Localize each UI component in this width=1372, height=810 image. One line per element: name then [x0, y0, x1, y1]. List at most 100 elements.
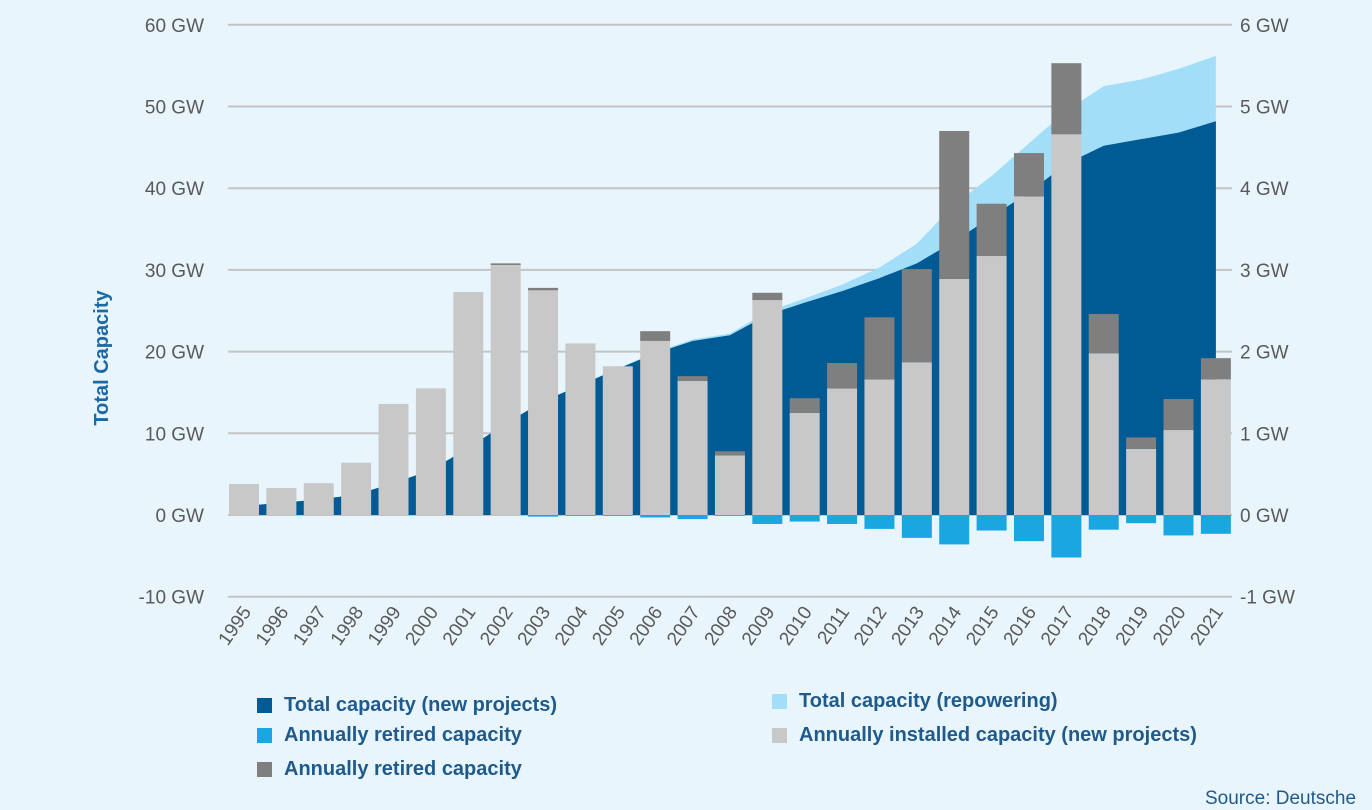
x-tick-label: 2021: [1187, 603, 1228, 650]
left-tick-label: 40 GW: [145, 179, 204, 200]
bar-installed: [864, 379, 895, 515]
legend-item-installed: Annually installed capacity (new project…: [772, 724, 1197, 747]
x-tick-label: 2003: [514, 603, 555, 650]
bar-retired-stacked: [1088, 314, 1119, 354]
left-tick-label: -10 GW: [139, 588, 205, 609]
bar-retired-stacked: [1051, 63, 1082, 135]
right-tick-label: 6 GW: [1240, 16, 1289, 37]
right-tick-label: 0 GW: [1240, 506, 1289, 527]
bar-installed: [1163, 430, 1194, 515]
x-tick-label: 2004: [551, 602, 593, 649]
bar-retired: [602, 515, 633, 516]
bar-retired: [565, 515, 596, 516]
left-tick-label: 50 GW: [145, 98, 204, 119]
bar-retired: [976, 515, 1007, 531]
right-tick-label: 3 GW: [1240, 261, 1289, 282]
bar-retired-stacked: [1013, 153, 1044, 197]
legend-label: Annually retired capacity: [284, 724, 522, 746]
right-tick-label: 5 GW: [1240, 98, 1289, 119]
bar-retired-stacked: [752, 292, 783, 301]
x-tick-label: 2005: [588, 603, 629, 650]
y-axis-label: Total Capacity: [91, 290, 113, 426]
bar-installed: [490, 264, 521, 515]
x-tick-label: 2002: [476, 603, 517, 650]
x-tick-label: 2012: [850, 603, 891, 650]
bar-installed: [378, 403, 409, 515]
bar-retired-stacked: [1200, 358, 1231, 380]
x-tick-label: 1996: [252, 603, 293, 650]
x-tick-label: 2015: [962, 603, 1003, 650]
bar-installed: [677, 381, 708, 515]
x-tick-label: 2020: [1149, 603, 1190, 650]
legend-swatch: [257, 698, 272, 713]
bar-installed: [752, 300, 783, 515]
x-tick-label: 2001: [439, 603, 480, 650]
x-tick-label: 1999: [364, 603, 405, 650]
bar-retired-stacked: [714, 451, 745, 456]
x-tick-label: 2017: [1037, 603, 1078, 650]
bar-retired: [714, 515, 745, 516]
left-tick-label: 0 GW: [155, 506, 204, 527]
legend-label: Annually installed capacity (new project…: [799, 724, 1197, 746]
legend-swatch: [257, 728, 272, 743]
bar-installed: [640, 340, 671, 515]
bar-installed: [1013, 196, 1044, 515]
x-tick-label: 2011: [814, 603, 855, 649]
bar-installed: [1051, 134, 1082, 515]
x-tick-label: 2008: [701, 603, 742, 650]
source-note: Source: Deutsche: [1205, 788, 1357, 809]
x-tick-label: 2006: [626, 603, 667, 650]
legend-swatch: [772, 728, 787, 743]
x-tick-label: 2018: [1074, 603, 1115, 650]
bar-installed: [229, 483, 259, 515]
legend-label: Total capacity (repowering): [799, 690, 1058, 712]
bar-retired-stacked: [1163, 398, 1194, 431]
bar-installed: [1126, 448, 1157, 515]
bar-retired: [789, 515, 820, 522]
bar-retired: [939, 515, 970, 545]
area-total-new-projects: [244, 121, 1216, 516]
bar-installed: [1200, 379, 1231, 515]
bar-retired: [901, 515, 932, 538]
bar-retired-stacked: [789, 398, 820, 413]
bar-retired: [528, 515, 559, 517]
x-tick-label: 2013: [887, 603, 928, 650]
bar-retired-stacked: [490, 263, 521, 265]
legend-swatch: [772, 694, 787, 709]
left-tick-label: 60 GW: [145, 16, 204, 37]
bar-installed: [714, 455, 745, 515]
x-tick-label: 1997: [289, 603, 330, 650]
bar-retired: [1051, 515, 1082, 558]
legend-label: Annually retired capacity: [284, 758, 522, 780]
bar-retired-stacked: [901, 269, 932, 363]
right-tick-label: 4 GW: [1240, 179, 1289, 200]
bar-retired-stacked: [640, 331, 671, 341]
bar-installed: [1088, 353, 1119, 515]
x-tick-label: 2007: [663, 603, 704, 650]
bar-retired-stacked: [677, 376, 708, 382]
x-tick-label: 2010: [775, 603, 816, 650]
bar-retired-stacked: [1126, 437, 1157, 449]
legend-item-retired-2: Annually retired capacity: [257, 758, 522, 781]
bar-retired: [1088, 515, 1119, 530]
bar-retired: [827, 515, 858, 524]
left-tick-label: 30 GW: [145, 261, 204, 282]
right-tick-label: 1 GW: [1240, 424, 1289, 445]
bar-installed: [602, 366, 633, 515]
right-tick-label: -1 GW: [1240, 588, 1295, 609]
bar-retired: [1126, 515, 1157, 524]
bar-installed: [789, 412, 820, 515]
bar-installed: [341, 462, 372, 515]
bar-installed: [415, 388, 446, 515]
bar-retired: [752, 515, 783, 524]
x-tick-label: 2000: [402, 603, 443, 650]
left-tick-label: 10 GW: [145, 424, 204, 445]
bar-installed: [528, 290, 559, 515]
x-tick-label: 1995: [215, 603, 256, 650]
bar-retired-stacked: [864, 317, 895, 380]
bar-retired-stacked: [827, 363, 858, 389]
legend-item-repowering: Total capacity (repowering): [772, 690, 1058, 713]
bar-installed: [565, 343, 596, 515]
bar-retired-stacked: [976, 203, 1007, 257]
